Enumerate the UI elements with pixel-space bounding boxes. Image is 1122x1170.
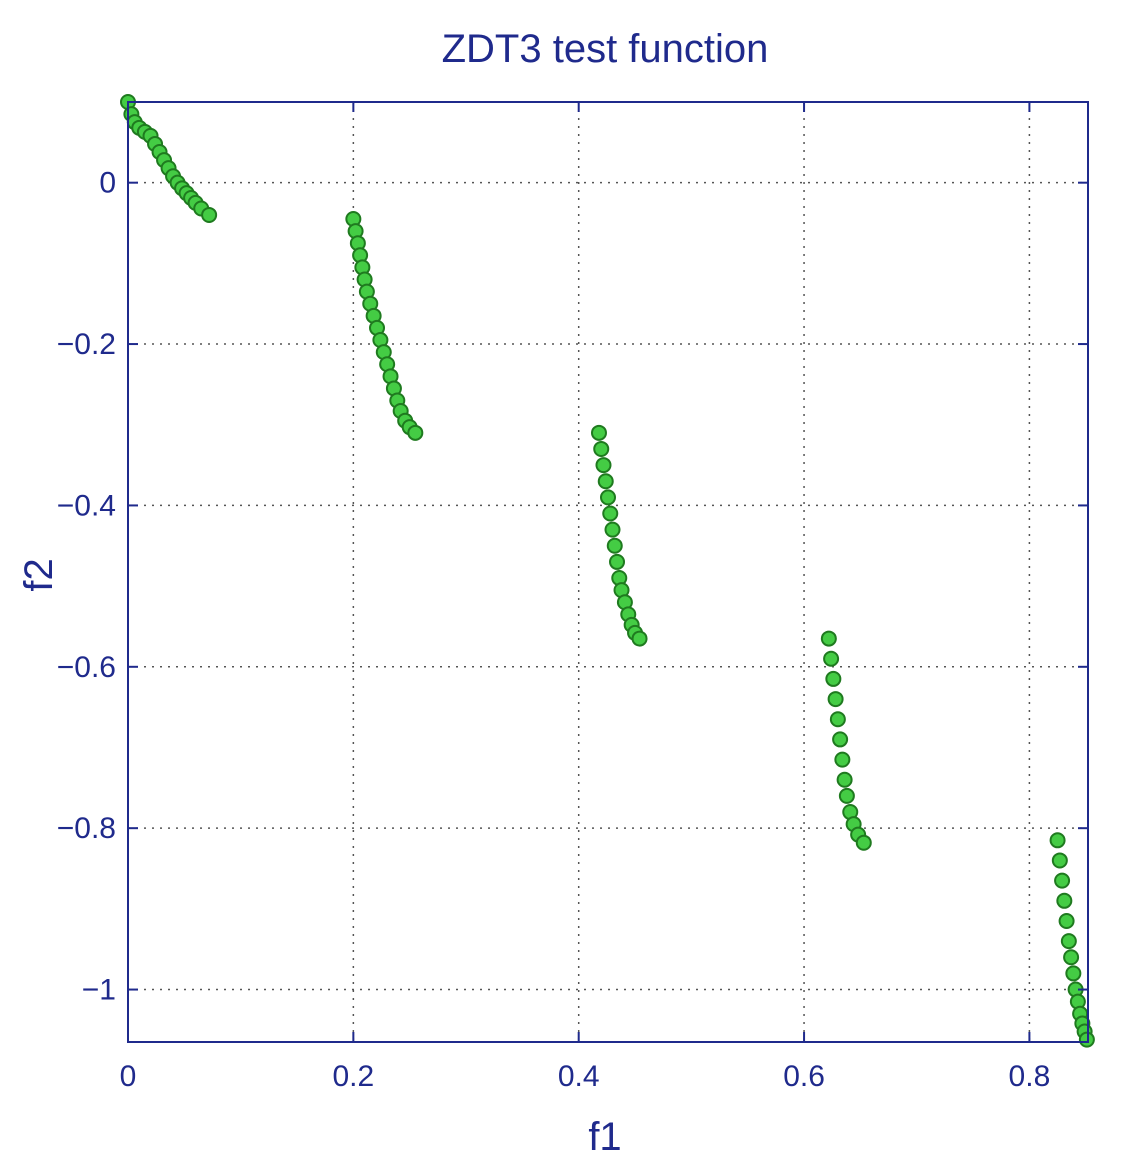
scatter-point xyxy=(595,457,612,474)
scatter-point xyxy=(823,650,840,667)
scatter-point xyxy=(827,691,844,708)
scatter-point xyxy=(1056,892,1073,909)
chart-title: ZDT3 test function xyxy=(442,27,769,71)
y-axis-label: f2 xyxy=(17,558,61,591)
scatter-point xyxy=(1063,949,1080,966)
scatter-point xyxy=(602,505,619,522)
scatter-point xyxy=(825,670,842,687)
scatter-point xyxy=(201,206,218,223)
scatter-point xyxy=(832,731,849,748)
scatter-point xyxy=(855,834,872,851)
y-tick-label: −1 xyxy=(82,974,116,1007)
y-tick-label: 0 xyxy=(99,167,116,200)
x-tick-label: 0.6 xyxy=(783,1060,825,1093)
y-tick-label: −0.6 xyxy=(57,651,116,684)
y-tick-label: −0.4 xyxy=(57,489,116,522)
scatter-point xyxy=(604,521,621,538)
scatter-point xyxy=(609,553,626,570)
scatter-point xyxy=(1049,832,1066,849)
scatter-point xyxy=(820,630,837,647)
grid-lines xyxy=(128,102,1088,1042)
axis-ticks: 0 0.2 0.4 0.6 0.8 0 −0.2 −0.4 −0.6 −0.8 −1 xyxy=(57,102,1088,1093)
scatter-point xyxy=(834,751,851,768)
y-tick-label: −0.8 xyxy=(57,812,116,845)
scatter-point xyxy=(593,440,610,457)
x-tick-label: 0.4 xyxy=(558,1060,600,1093)
scatter-point xyxy=(407,424,424,441)
scatter-point xyxy=(1065,965,1082,982)
x-axis-label: f1 xyxy=(588,1115,621,1159)
scatter-point xyxy=(600,489,616,506)
scatter-point xyxy=(1078,1031,1095,1048)
scatter-point xyxy=(631,630,648,647)
y-tick-label: −0.2 xyxy=(57,328,116,361)
scatter-point xyxy=(1060,933,1077,950)
scatter-point xyxy=(606,537,623,554)
scatter-point xyxy=(1054,872,1071,889)
scatter-point xyxy=(829,711,846,728)
x-tick-label: 0.2 xyxy=(332,1060,374,1093)
scatter-point xyxy=(1051,852,1068,869)
scatter-point xyxy=(836,771,853,788)
scatter-point xyxy=(597,473,614,490)
x-tick-label: 0 xyxy=(120,1060,137,1093)
scatter-point xyxy=(1058,912,1075,929)
x-tick-label: 0.8 xyxy=(1009,1060,1051,1093)
plot-area-frame xyxy=(127,101,1089,1043)
scatter-point xyxy=(838,787,855,804)
scatter-point xyxy=(590,424,607,441)
